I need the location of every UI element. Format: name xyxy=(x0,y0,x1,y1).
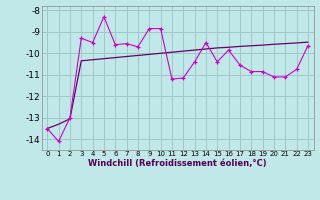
X-axis label: Windchill (Refroidissement éolien,°C): Windchill (Refroidissement éolien,°C) xyxy=(88,159,267,168)
